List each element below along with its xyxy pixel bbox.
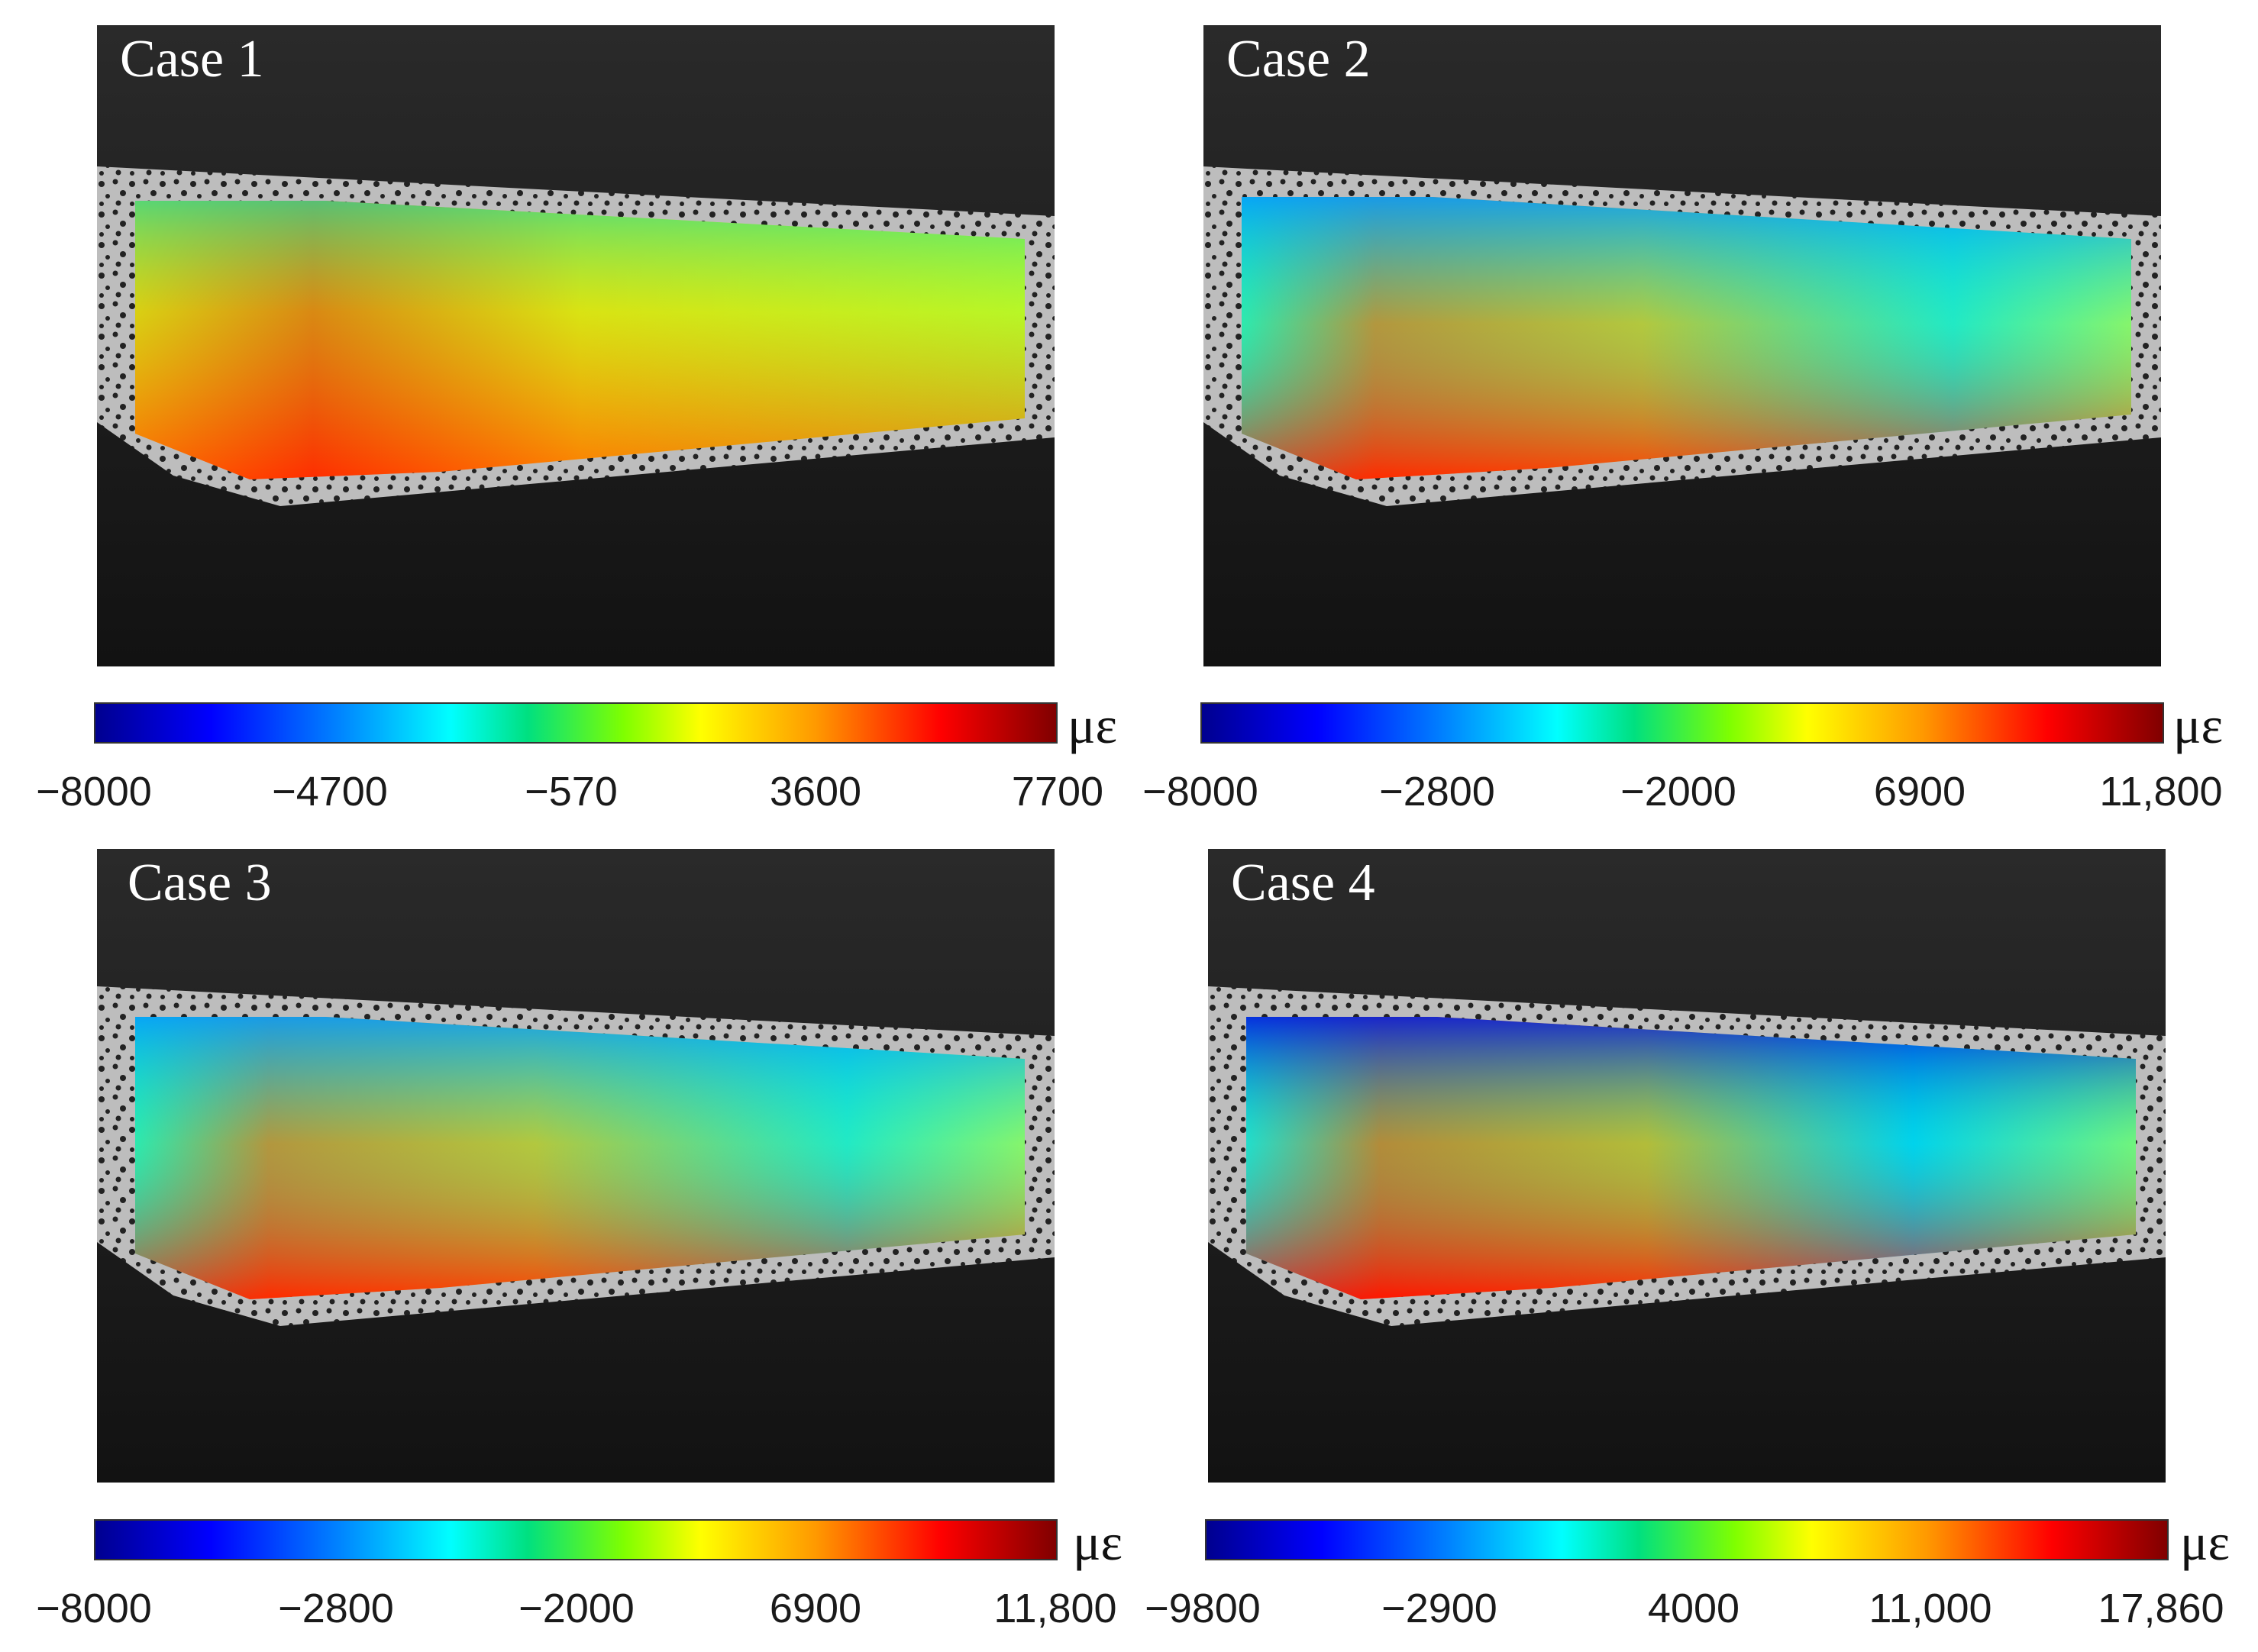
unit-label: με <box>1068 696 1118 754</box>
colorbar-tick: −2800 <box>278 1586 394 1631</box>
colorbar-tick: −8000 <box>1142 769 1258 815</box>
strain-map-graphic <box>97 849 1055 1483</box>
unit-label: με <box>2180 1513 2231 1571</box>
colorbar-tick: −4700 <box>272 769 388 815</box>
colorbar-tick: −2000 <box>1620 769 1736 815</box>
colorbar-tick: −2800 <box>1379 769 1495 815</box>
strain-map-graphic <box>97 25 1055 666</box>
case-label: Case 1 <box>120 30 264 89</box>
strain-map-image: Case 2 <box>1203 25 2161 666</box>
unit-label: με <box>1073 1513 1123 1571</box>
colorbar-tick: 6900 <box>1873 769 1966 815</box>
colorbar-tick: 3600 <box>769 769 862 815</box>
case-label: Case 3 <box>128 853 272 912</box>
colorbar-tick: 6900 <box>769 1586 862 1631</box>
colorbar-tick: −9800 <box>1145 1586 1261 1631</box>
colorbar-tick: −2000 <box>518 1586 635 1631</box>
strain-map-image: Case 4 <box>1208 849 2166 1483</box>
colorbar <box>1205 1519 2169 1560</box>
colorbar-tick: 4000 <box>1647 1586 1740 1631</box>
strain-map-image: Case 3 <box>97 849 1055 1483</box>
unit-label: με <box>2173 696 2224 754</box>
colorbar-tick: −570 <box>525 769 618 815</box>
case-label: Case 2 <box>1226 30 1371 89</box>
colorbar-tick: −8000 <box>36 769 152 815</box>
case-label: Case 4 <box>1231 853 1375 912</box>
colorbar-tick: −8000 <box>36 1586 152 1631</box>
colorbar <box>1200 702 2164 744</box>
colorbar-tick: 17,860 <box>2098 1586 2224 1631</box>
strain-map-graphic <box>1203 25 2161 666</box>
colorbar-tick: 11,800 <box>993 1586 1117 1631</box>
colorbar-tick: 11,000 <box>1869 1586 1992 1631</box>
strain-map-graphic <box>1208 849 2166 1483</box>
colorbar-tick: 11,800 <box>2099 769 2223 815</box>
strain-map-image: Case 1 <box>97 25 1055 666</box>
colorbar <box>94 702 1058 744</box>
colorbar-tick: 7700 <box>1011 769 1104 815</box>
colorbar <box>94 1519 1058 1560</box>
colorbar-tick: −2900 <box>1381 1586 1497 1631</box>
